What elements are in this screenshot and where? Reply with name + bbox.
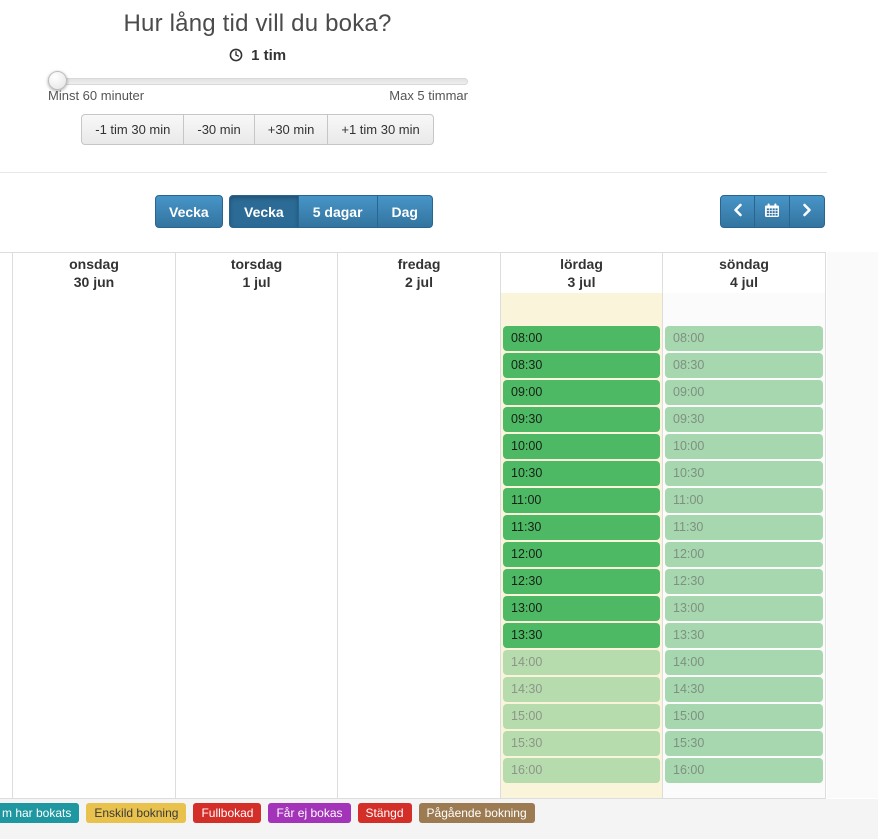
time-slot: 14:00 (503, 650, 660, 675)
time-slot: 09:30 (665, 407, 823, 432)
day-name: fredag (397, 256, 441, 272)
day-header-wednesday: onsdag 30 jun (13, 253, 176, 293)
duration-adjust-group: -1 tim 30 min -30 min +30 min +1 tim 30 min (0, 114, 515, 145)
day-date: 1 jul (242, 274, 271, 290)
time-slot[interactable]: 12:00 (503, 542, 660, 567)
time-slot[interactable]: 13:00 (503, 596, 660, 621)
day-date: 2 jul (404, 274, 433, 290)
legend-badge-m-har-bokats: m har bokats (0, 803, 80, 823)
time-slot: 16:00 (503, 758, 660, 783)
time-slot: 15:30 (665, 731, 823, 756)
slider-track[interactable] (48, 78, 468, 85)
time-slot: 11:00 (665, 488, 823, 513)
time-slot: 15:00 (503, 704, 660, 729)
slider-min-label: Minst 60 minuter (48, 88, 145, 103)
day-date: 30 jun (73, 274, 115, 290)
time-slot: 10:30 (665, 461, 823, 486)
time-slot[interactable]: 10:00 (503, 434, 660, 459)
day-column-saturday: 08:00 08:30 09:00 09:30 10:00 10:30 11:00 11:30… (501, 293, 663, 798)
day-header-friday: fredag 2 jul (338, 253, 501, 293)
calendar-header-row: onsdag 30 jun torsdag 1 jul fredag 2 jul lörda… (0, 252, 826, 294)
time-slot[interactable]: 09:00 (503, 380, 660, 405)
slider-max-label: Max 5 timmar (389, 88, 468, 103)
time-slot[interactable]: 11:00 (503, 488, 660, 513)
slider-limits: Minst 60 minuter Max 5 timmar (48, 88, 468, 103)
section-divider (0, 172, 827, 173)
view-tab-dag[interactable]: Dag (377, 195, 433, 228)
legend-badge-får-ej-bokas: Får ej bokas (268, 803, 351, 823)
time-slot: 15:00 (665, 704, 823, 729)
selected-duration: 1 tim (0, 47, 515, 66)
view-tab-5-dagar[interactable]: 5 dagar (298, 195, 378, 228)
duration-value: 1 tim (251, 47, 287, 64)
day-column-friday (338, 293, 501, 798)
time-slot[interactable]: 09:30 (503, 407, 660, 432)
next-button[interactable] (790, 195, 825, 228)
day-header-partial (0, 253, 13, 293)
duration-slider[interactable] (48, 71, 468, 95)
view-switcher: Vecka 5 dagar Dag (229, 195, 433, 228)
time-slot: 08:00 (665, 326, 823, 351)
prev-button[interactable] (720, 195, 755, 228)
day-column-sunday: 08:00 08:30 09:00 09:30 10:00 10:30 11:00 11:30… (663, 293, 826, 798)
duration-panel: Hur lång tid vill du boka? 1 tim Minst 6… (0, 0, 515, 145)
time-slot: 14:30 (503, 677, 660, 702)
time-slot[interactable]: 08:00 (503, 326, 660, 351)
chevron-left-icon (732, 203, 744, 220)
legend: m har bokats Enskild bokning Fullbokad Får … (0, 803, 535, 823)
chevron-right-icon (801, 203, 813, 220)
day-column-partial (0, 293, 13, 798)
day-name: söndag (719, 256, 769, 272)
adjust-button-+1-tim-30-min[interactable]: +1 tim 30 min (327, 114, 434, 145)
day-name: torsdag (230, 256, 283, 272)
slider-handle[interactable] (48, 71, 67, 90)
day-date: 4 jul (729, 274, 758, 290)
time-slot: 13:30 (665, 623, 823, 648)
legend-badge-pågående-bokning: Pågående bokning (418, 803, 535, 823)
time-slot: 08:30 (665, 353, 823, 378)
time-slot: 13:00 (665, 596, 823, 621)
footer-strip: m har bokats Enskild bokning Fullbokad Får … (0, 799, 878, 839)
calendar-right-margin (827, 252, 878, 798)
day-date: 3 jul (567, 274, 596, 290)
day-header-sunday: söndag 4 jul (663, 253, 826, 293)
legend-badge-stängd: Stängd (357, 803, 412, 823)
adjust-button--30-min[interactable]: -30 min (183, 114, 255, 145)
time-slot[interactable]: 10:30 (503, 461, 660, 486)
time-slot: 09:00 (665, 380, 823, 405)
time-slot[interactable]: 11:30 (503, 515, 660, 540)
day-header-thursday: torsdag 1 jul (176, 253, 338, 293)
time-slot: 15:30 (503, 731, 660, 756)
time-slot: 10:00 (665, 434, 823, 459)
calendar-body: 08:00 08:30 09:00 09:30 10:00 10:30 11:00 11:30… (0, 293, 826, 799)
time-slot: 16:00 (665, 758, 823, 783)
legend-badge-fullbokad: Fullbokad (193, 803, 262, 823)
time-slot: 11:30 (665, 515, 823, 540)
calendar-button[interactable] (755, 195, 790, 228)
adjust-button--1-tim-30-min[interactable]: -1 tim 30 min (81, 114, 185, 145)
legend-badge-enskild-bokning: Enskild bokning (86, 803, 187, 823)
time-slot: 12:00 (665, 542, 823, 567)
time-slot[interactable]: 08:30 (503, 353, 660, 378)
calendar-icon (764, 203, 780, 221)
clock-icon (229, 48, 243, 66)
day-header-saturday: lördag 3 jul (501, 253, 663, 293)
time-slot: 14:30 (665, 677, 823, 702)
time-slot[interactable]: 12:30 (503, 569, 660, 594)
day-name: onsdag (69, 256, 119, 272)
page-title: Hur lång tid vill du boka? (123, 10, 392, 37)
day-column-wednesday (13, 293, 176, 798)
calendar-nav (720, 195, 825, 228)
time-slot: 14:00 (665, 650, 823, 675)
day-name: lördag (560, 256, 603, 272)
day-column-thursday (176, 293, 338, 798)
week-button[interactable]: Vecka (155, 195, 223, 228)
adjust-button-+30-min[interactable]: +30 min (253, 114, 329, 145)
view-tab-vecka[interactable]: Vecka (229, 195, 299, 228)
time-slot[interactable]: 13:30 (503, 623, 660, 648)
calendar-toolbar: Vecka Vecka 5 dagar Dag (0, 195, 827, 229)
time-slot: 12:30 (665, 569, 823, 594)
